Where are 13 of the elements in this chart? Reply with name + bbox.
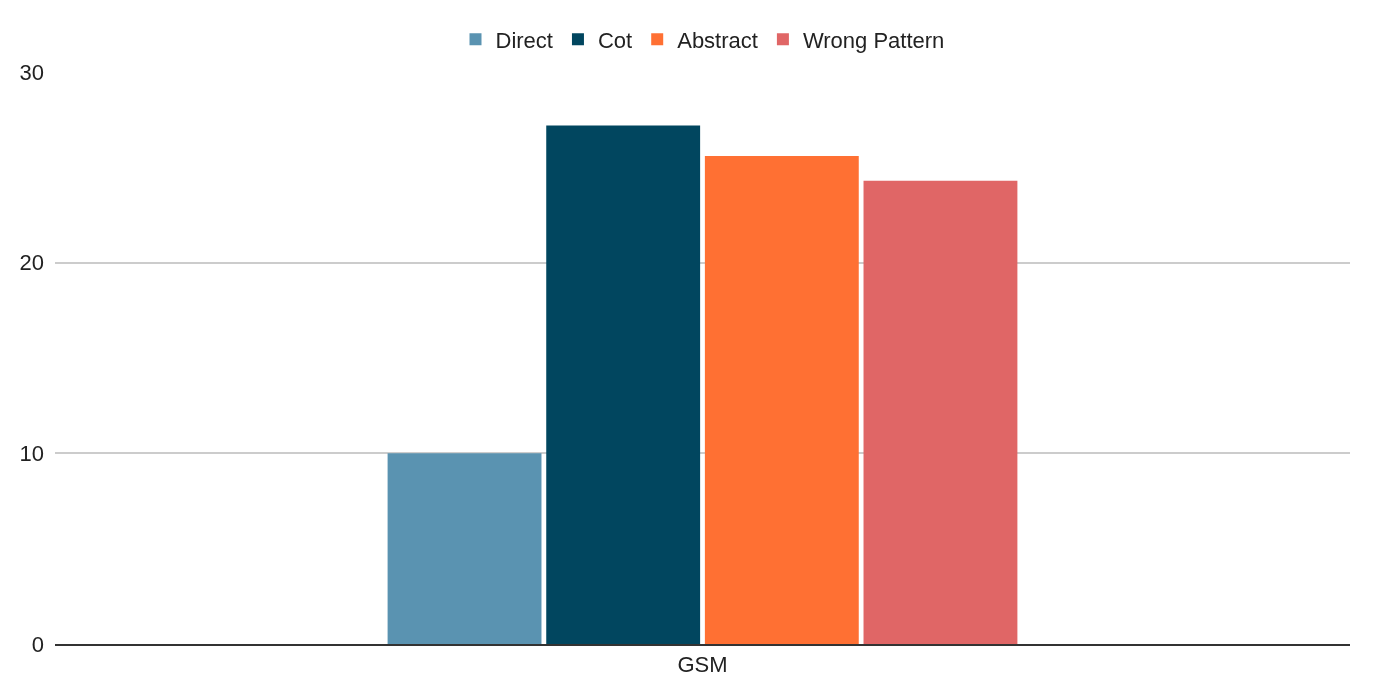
- bar: [704, 155, 859, 644]
- bar: [863, 180, 1018, 644]
- y-tick-label: 20: [19, 250, 44, 276]
- x-tick-label: GSM: [677, 652, 728, 678]
- y-tick-label: 30: [19, 59, 44, 85]
- legend-label: Abstract: [677, 27, 758, 53]
- legend-label: Cot: [597, 27, 633, 53]
- bar: [387, 453, 542, 644]
- bar: [546, 125, 701, 644]
- y-tick-label: 0: [31, 631, 44, 657]
- legend-label: Direct: [495, 27, 553, 53]
- y-tick-label: 10: [19, 441, 44, 467]
- legend-label: Wrong Pattern: [802, 27, 945, 53]
